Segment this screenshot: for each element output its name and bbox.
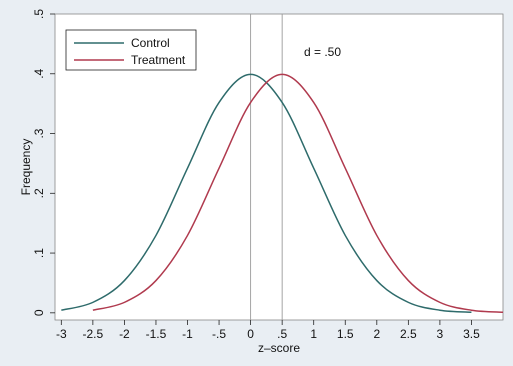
legend-label-treatment: Treatment [131, 53, 186, 67]
x-tick-label: 3 [437, 327, 444, 341]
x-tick-label: -1 [182, 327, 193, 341]
x-axis: -3 -2.5 -2 -1.5 -1 -.5 0 .5 1 1.5 2 2.5 3 3.5 [56, 320, 480, 341]
x-axis-title: z–score [258, 341, 300, 355]
x-tick-label: 2.5 [400, 327, 417, 341]
x-tick-label: 2 [373, 327, 380, 341]
y-tick-label: .1 [32, 248, 46, 258]
x-tick-label: -2.5 [83, 327, 104, 341]
reference-lines [250, 14, 283, 320]
x-tick-label: 1 [310, 327, 317, 341]
y-tick-label: .4 [32, 68, 46, 78]
legend-label-control: Control [131, 36, 170, 50]
legend-box [65, 29, 197, 71]
y-axis-title: Frequency [19, 139, 33, 196]
x-tick-label: -3 [56, 327, 67, 341]
x-tick-label: 0 [247, 327, 254, 341]
x-tick-label: -1.5 [146, 327, 167, 341]
y-axis: 0 .1 .2 .3 .4 .5 [32, 9, 55, 316]
x-tick-label: 1.5 [337, 327, 354, 341]
y-tick-label: .5 [32, 9, 46, 19]
y-tick-label: .3 [32, 128, 46, 138]
series-line-treatment [92, 73, 504, 314]
series-lines [61, 73, 504, 314]
x-tick-label: .5 [277, 327, 287, 341]
y-tick-label: 0 [32, 309, 46, 316]
x-tick-label: 3.5 [463, 327, 480, 341]
y-tick-label: .2 [32, 188, 46, 198]
legend: Control Treatment [65, 29, 197, 71]
x-tick-label: -2 [119, 327, 130, 341]
x-tick-label: -.5 [212, 327, 226, 341]
effect-size-annotation: d = .50 [304, 45, 341, 59]
